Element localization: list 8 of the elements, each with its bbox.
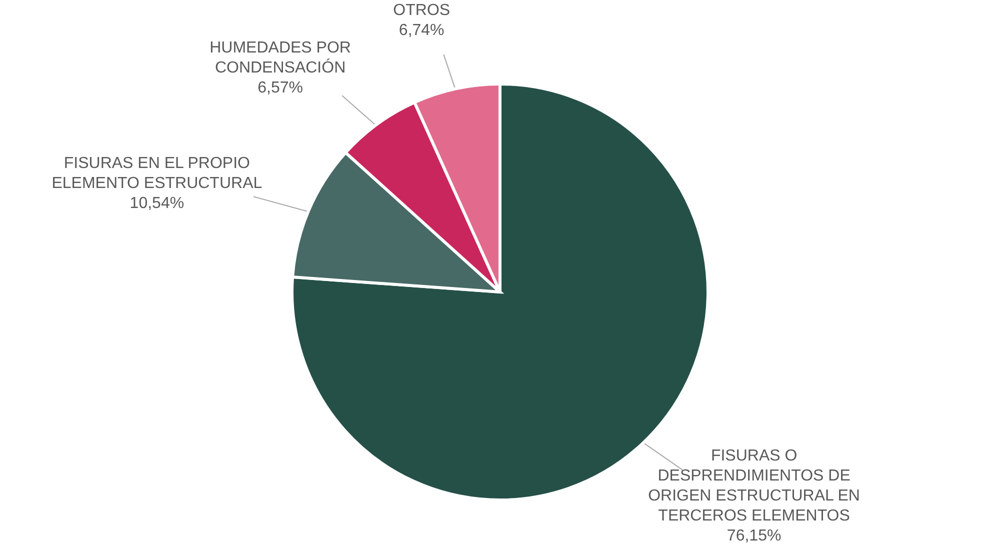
data-label: 6,57% [258,79,303,96]
data-label: 10,54% [130,194,184,212]
slice-label: OTROS [393,2,450,20]
data-label: 6,74% [398,22,444,40]
slice-label: HUMEDADES POR CONDENSACIÓN [210,39,351,76]
slice-label: FISURAS EN EL PROPIO ELEMENTO ESTRUCTURAL [52,154,262,192]
slice-label: FISURAS O DESPRENDIMIENTOS DE ORIGEN ESTRUCTURAL EN TERCEROS ELEMENTOS [648,448,860,525]
data-label: 76,15% [726,528,782,545]
